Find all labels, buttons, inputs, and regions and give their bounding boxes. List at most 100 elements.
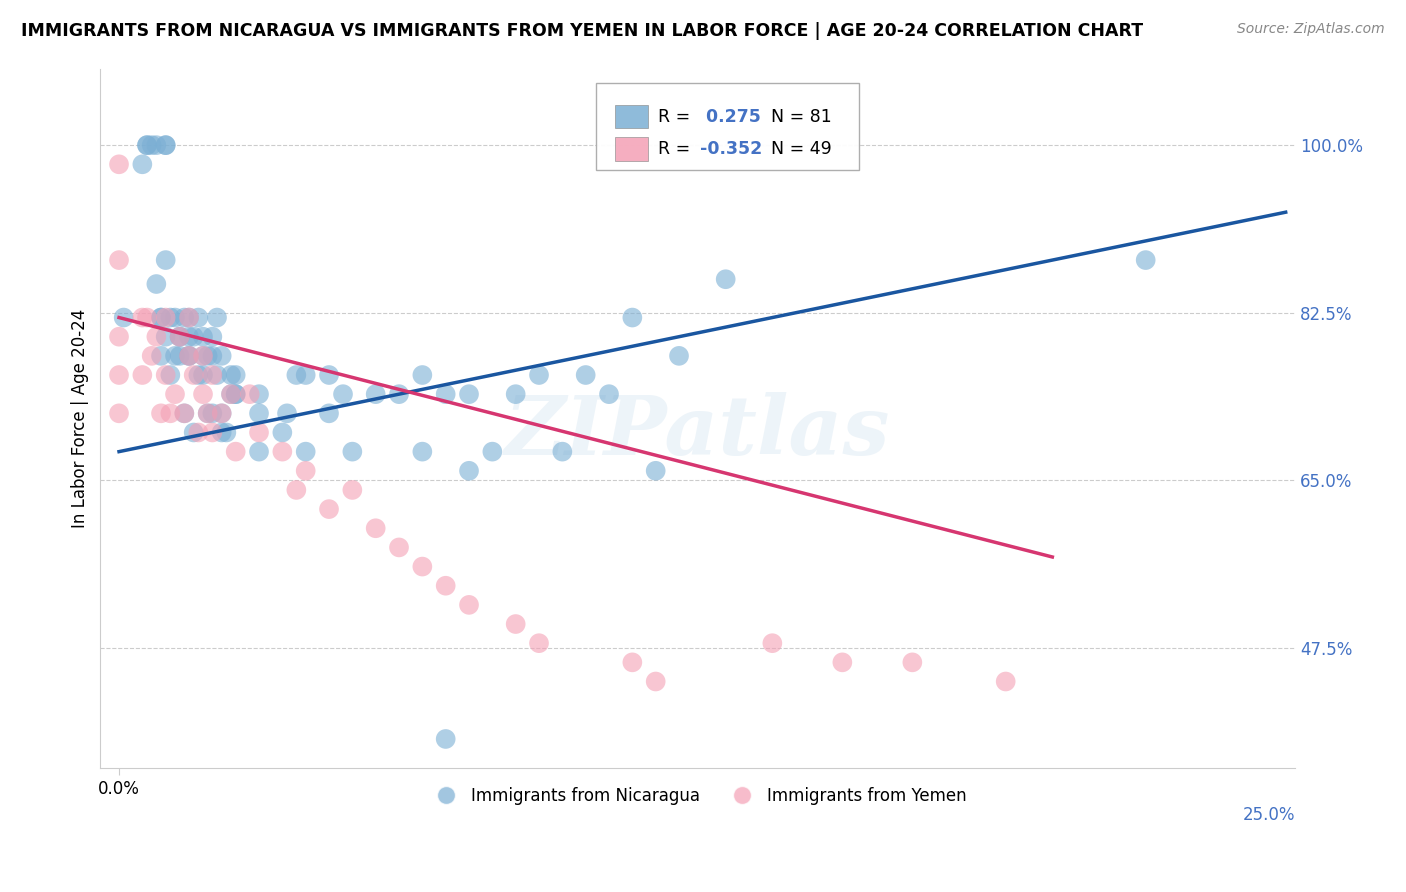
Point <box>131 368 153 382</box>
Point <box>668 349 690 363</box>
Point <box>177 349 200 363</box>
Point <box>318 502 340 516</box>
Point <box>247 425 270 440</box>
Point <box>136 138 159 153</box>
Point <box>191 368 214 382</box>
Point <box>761 636 783 650</box>
Point <box>205 368 228 382</box>
FancyBboxPatch shape <box>616 104 648 128</box>
Point <box>169 329 191 343</box>
Point <box>294 444 316 458</box>
Point <box>831 656 853 670</box>
Point <box>201 329 224 343</box>
Point <box>141 349 163 363</box>
Point <box>318 406 340 420</box>
Point <box>191 387 214 401</box>
Point <box>294 368 316 382</box>
Point <box>201 406 224 420</box>
Point <box>342 483 364 497</box>
Point <box>145 138 167 153</box>
Point <box>201 425 224 440</box>
Text: -0.352: -0.352 <box>700 140 762 158</box>
Point <box>163 349 186 363</box>
Text: N = 81: N = 81 <box>759 108 831 126</box>
Point <box>131 157 153 171</box>
Point <box>714 272 737 286</box>
Point <box>276 406 298 420</box>
Point <box>318 368 340 382</box>
Point <box>1135 253 1157 268</box>
Point <box>247 406 270 420</box>
Text: 0.275: 0.275 <box>700 108 761 126</box>
Point <box>211 406 233 420</box>
Point <box>150 406 173 420</box>
Text: 25.0%: 25.0% <box>1243 806 1295 824</box>
Point <box>187 368 209 382</box>
Point <box>177 349 200 363</box>
Point <box>342 444 364 458</box>
Point <box>411 368 433 382</box>
Point <box>434 731 457 746</box>
Point <box>575 368 598 382</box>
Point <box>169 349 191 363</box>
Point <box>901 656 924 670</box>
Point <box>163 387 186 401</box>
Point <box>155 329 177 343</box>
Point <box>211 406 233 420</box>
Point <box>141 138 163 153</box>
Point <box>108 368 131 382</box>
Point <box>145 277 167 291</box>
Point <box>155 310 177 325</box>
Point <box>112 310 135 325</box>
Point <box>411 559 433 574</box>
Point <box>644 464 666 478</box>
Point <box>173 310 195 325</box>
Legend: Immigrants from Nicaragua, Immigrants from Yemen: Immigrants from Nicaragua, Immigrants fr… <box>423 780 973 812</box>
Point <box>183 329 205 343</box>
Point <box>131 310 153 325</box>
Point <box>551 444 574 458</box>
Point <box>332 387 354 401</box>
Point <box>108 329 131 343</box>
Point <box>177 310 200 325</box>
Point <box>108 157 131 171</box>
Point <box>205 310 228 325</box>
Point <box>247 387 270 401</box>
Point <box>621 656 644 670</box>
Text: ZIPatlas: ZIPatlas <box>505 392 890 472</box>
Point <box>388 387 411 401</box>
Point <box>177 349 200 363</box>
Point <box>225 368 247 382</box>
Point <box>527 368 550 382</box>
Point <box>505 617 527 632</box>
Point <box>225 444 247 458</box>
Point <box>621 310 644 325</box>
Point <box>191 349 214 363</box>
Point <box>177 329 200 343</box>
Point <box>177 310 200 325</box>
Point <box>173 406 195 420</box>
Point <box>163 310 186 325</box>
Point <box>155 253 177 268</box>
Point <box>271 444 294 458</box>
Point <box>191 349 214 363</box>
Text: IMMIGRANTS FROM NICARAGUA VS IMMIGRANTS FROM YEMEN IN LABOR FORCE | AGE 20-24 CO: IMMIGRANTS FROM NICARAGUA VS IMMIGRANTS … <box>21 22 1143 40</box>
Point <box>173 406 195 420</box>
Point <box>159 406 181 420</box>
Point <box>108 406 131 420</box>
Text: Source: ZipAtlas.com: Source: ZipAtlas.com <box>1237 22 1385 37</box>
Point <box>145 329 167 343</box>
Point <box>197 406 219 420</box>
Point <box>219 387 242 401</box>
Point <box>183 368 205 382</box>
Y-axis label: In Labor Force | Age 20-24: In Labor Force | Age 20-24 <box>72 309 89 528</box>
Point <box>197 349 219 363</box>
Point <box>108 253 131 268</box>
Point <box>191 329 214 343</box>
Point <box>434 387 457 401</box>
Point <box>239 387 262 401</box>
Point <box>219 368 242 382</box>
Point <box>187 425 209 440</box>
Point <box>219 387 242 401</box>
Point <box>136 138 159 153</box>
